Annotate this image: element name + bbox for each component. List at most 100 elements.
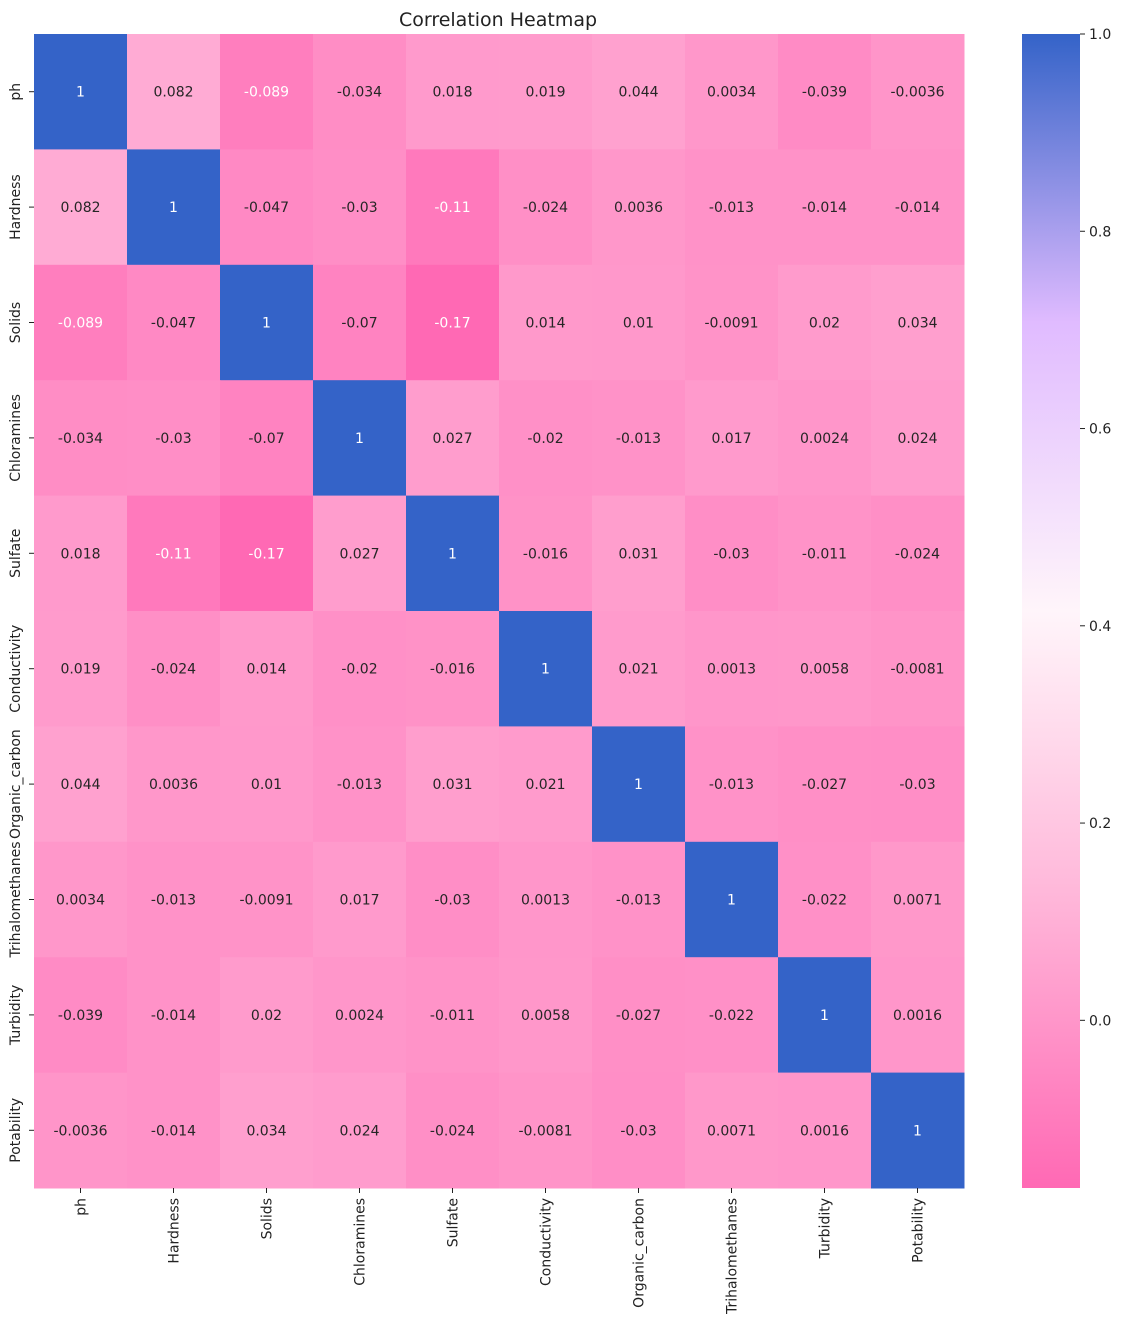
heatmap-cell <box>592 34 686 150</box>
heatmap-cell <box>592 841 686 958</box>
heatmap-cells <box>34 34 965 1189</box>
heatmap-value-label: -0.027 <box>802 777 847 793</box>
heatmap-value-label: -0.0091 <box>704 316 758 332</box>
heatmap-value-label: 0.0024 <box>335 1008 384 1024</box>
heatmap-cell <box>406 380 500 497</box>
heatmap-cell <box>127 149 221 266</box>
heatmap-cell <box>220 264 314 381</box>
heatmap-value-label: -0.014 <box>151 1123 196 1139</box>
heatmap-cell <box>127 1072 221 1189</box>
heatmap-value-label: 1 <box>913 1123 922 1139</box>
heatmap-cell <box>685 957 779 1074</box>
heatmap-cell <box>778 726 872 843</box>
y-tick-label: Chloramines <box>8 394 24 482</box>
heatmap-cell <box>127 495 221 612</box>
heatmap-value-label: -0.034 <box>58 431 103 447</box>
heatmap-value-label: 0.019 <box>525 85 565 101</box>
heatmap-cell <box>220 380 314 497</box>
heatmap-value-label: -0.0091 <box>239 893 293 909</box>
heatmap-cell <box>34 1072 128 1189</box>
heatmap-cell <box>499 957 593 1074</box>
heatmap-value-label: -0.013 <box>151 893 196 909</box>
heatmap-value-label: -0.17 <box>248 546 284 562</box>
heatmap-cell <box>406 841 500 958</box>
heatmap-cell <box>499 380 593 497</box>
heatmap-value-label: -0.0081 <box>518 1123 572 1139</box>
heatmap-cell <box>220 726 314 843</box>
heatmap-cell <box>685 611 779 727</box>
heatmap-value-label: 0.0013 <box>707 662 756 678</box>
heatmap-cell <box>685 380 779 497</box>
x-tick-label: ph <box>74 1198 90 1216</box>
heatmap-cell <box>778 264 872 381</box>
heatmap-cell <box>871 149 965 266</box>
colorbar-ticks: 0.0 0.2 0.4 0.6 0.8 1.0 <box>1080 27 1111 1029</box>
heatmap-cell <box>499 495 593 612</box>
heatmap-value-label: -0.039 <box>802 85 847 101</box>
x-axis: ph Hardness Solids Chloramines Sulfate Conduc… <box>74 1188 927 1315</box>
heatmap-cell <box>778 380 872 497</box>
heatmap-cell <box>313 841 407 958</box>
heatmap-value-label: 0.0036 <box>149 777 198 793</box>
heatmap-value-label: 1 <box>169 200 178 216</box>
y-tick-label: Sulfate <box>8 529 24 578</box>
heatmap-cell <box>871 380 965 497</box>
colorbar-tick-label: 0.4 <box>1089 619 1111 635</box>
heatmap-cell <box>685 726 779 843</box>
heatmap-value-label: 0.031 <box>432 777 472 793</box>
heatmap-value-label: 0.02 <box>809 316 840 332</box>
colorbar-tick-label: 0.8 <box>1089 224 1111 240</box>
heatmap-value-label: 0.017 <box>339 893 379 909</box>
heatmap-value-label: 0.021 <box>525 777 565 793</box>
heatmap-cell <box>592 380 686 497</box>
heatmap-value-label: -0.022 <box>802 893 847 909</box>
heatmap-cell <box>778 1072 872 1189</box>
heatmap-value-label: 1 <box>541 662 550 678</box>
heatmap-cell <box>592 611 686 727</box>
heatmap-value-label: 0.018 <box>60 546 100 562</box>
y-tick-label: ph <box>8 83 24 101</box>
heatmap-value-label: -0.089 <box>244 85 289 101</box>
heatmap-value-label: -0.047 <box>244 200 289 216</box>
heatmap-cell <box>127 726 221 843</box>
heatmap-value-label: -0.03 <box>899 777 935 793</box>
heatmap-cell <box>592 957 686 1074</box>
heatmap-value-label: 0.018 <box>432 85 472 101</box>
heatmap-value-label: -0.011 <box>430 1008 475 1024</box>
heatmap-value-label: -0.03 <box>620 1123 656 1139</box>
heatmap-cell <box>313 34 407 150</box>
x-tick-label: Solids <box>260 1198 276 1239</box>
heatmap-value-label: 1 <box>820 1008 829 1024</box>
heatmap-cell <box>313 726 407 843</box>
heatmap-cell <box>313 957 407 1074</box>
heatmap-value-label: 0.0016 <box>800 1123 849 1139</box>
heatmap-cell <box>685 1072 779 1189</box>
heatmap-cell <box>406 149 500 266</box>
heatmap-value-label: -0.11 <box>434 200 470 216</box>
heatmap-value-label: -0.013 <box>709 200 754 216</box>
heatmap-value-label: -0.02 <box>341 662 377 678</box>
y-tick-label: Turbidity <box>8 985 24 1046</box>
heatmap-cell <box>592 726 686 843</box>
heatmap-value-label: 0.027 <box>432 431 472 447</box>
heatmap-cell <box>685 149 779 266</box>
x-tick-label: Hardness <box>167 1198 183 1264</box>
heatmap-value-label: 0.0071 <box>707 1123 756 1139</box>
heatmap-cell <box>685 34 779 150</box>
heatmap-cell <box>220 611 314 727</box>
heatmap-value-label: 0.027 <box>339 546 379 562</box>
y-tick-label: Solids <box>8 302 24 343</box>
x-tick-label: Potability <box>911 1198 927 1263</box>
heatmap-cell <box>34 264 128 381</box>
x-tick-label: Turbidity <box>818 1198 834 1259</box>
heatmap-value-label: 0.034 <box>897 316 937 332</box>
heatmap-value-label: -0.013 <box>337 777 382 793</box>
heatmap-value-label: -0.02 <box>527 431 563 447</box>
heatmap-value-label: 0.082 <box>153 85 193 101</box>
heatmap-value-label: 0.024 <box>339 1123 379 1139</box>
heatmap-cell <box>34 380 128 497</box>
heatmap-value-label: -0.07 <box>341 316 377 332</box>
heatmap-cell <box>220 34 314 150</box>
heatmap-cell <box>592 264 686 381</box>
heatmap-value-label: 1 <box>727 893 736 909</box>
